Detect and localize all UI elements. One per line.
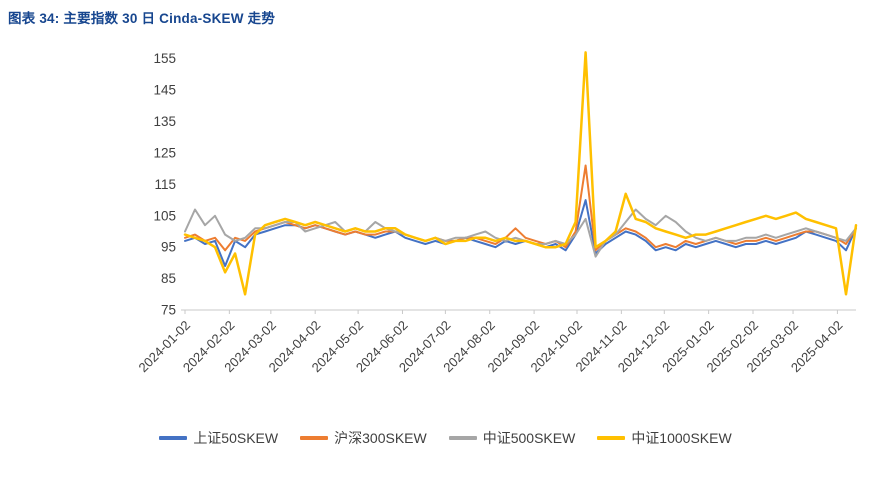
skew-line-chart: 75 85 95 105 115 125 135 145 155 2024-01-022024-0…: [135, 51, 858, 375]
legend-line-marker-icon: [300, 436, 329, 440]
legend-item-2: 沪深300SKEW: [300, 428, 427, 448]
legend-label: 上证50SKEW: [193, 430, 279, 446]
series-line-中证1000SKEW: [183, 51, 858, 296]
y-axis-labels: 75 85 95 105 115 125 135 145 155: [153, 51, 176, 317]
y-tick-label: 125: [153, 145, 176, 160]
y-tick-label: 145: [153, 83, 176, 98]
x-axis-labels: 2024-01-022024-02-022024-03-022024-04-02…: [135, 310, 846, 375]
legend-label: 中证1000SKEW: [631, 430, 732, 446]
y-tick-label: 75: [161, 303, 176, 318]
legend-item-3: 中证500SKEW: [448, 428, 576, 448]
chart-legend: 上证50SKEW 沪深300SKEW 中证500SKEW 中证1000SKEW: [0, 428, 891, 448]
legend-item-1: 上证50SKEW: [159, 428, 278, 448]
legend-item-4: 中证1000SKEW: [597, 428, 732, 448]
y-tick-label: 115: [154, 177, 176, 192]
series-line-沪深300SKEW: [184, 164, 857, 252]
y-tick-label: 135: [153, 114, 176, 129]
figure-caption: 图表 34: 主要指数 30 日 Cinda-SKEW 走势: [8, 11, 276, 26]
y-tick-label: 85: [161, 271, 176, 286]
legend-label: 沪深300SKEW: [334, 430, 427, 446]
legend-line-marker-icon: [448, 436, 477, 440]
y-tick-label: 105: [153, 208, 176, 223]
y-tick-label: 95: [161, 240, 176, 255]
legend-line-marker-icon: [159, 436, 188, 440]
legend-label: 中证500SKEW: [482, 430, 576, 446]
y-tick-label: 155: [153, 51, 176, 66]
legend-line-marker-icon: [597, 436, 626, 440]
